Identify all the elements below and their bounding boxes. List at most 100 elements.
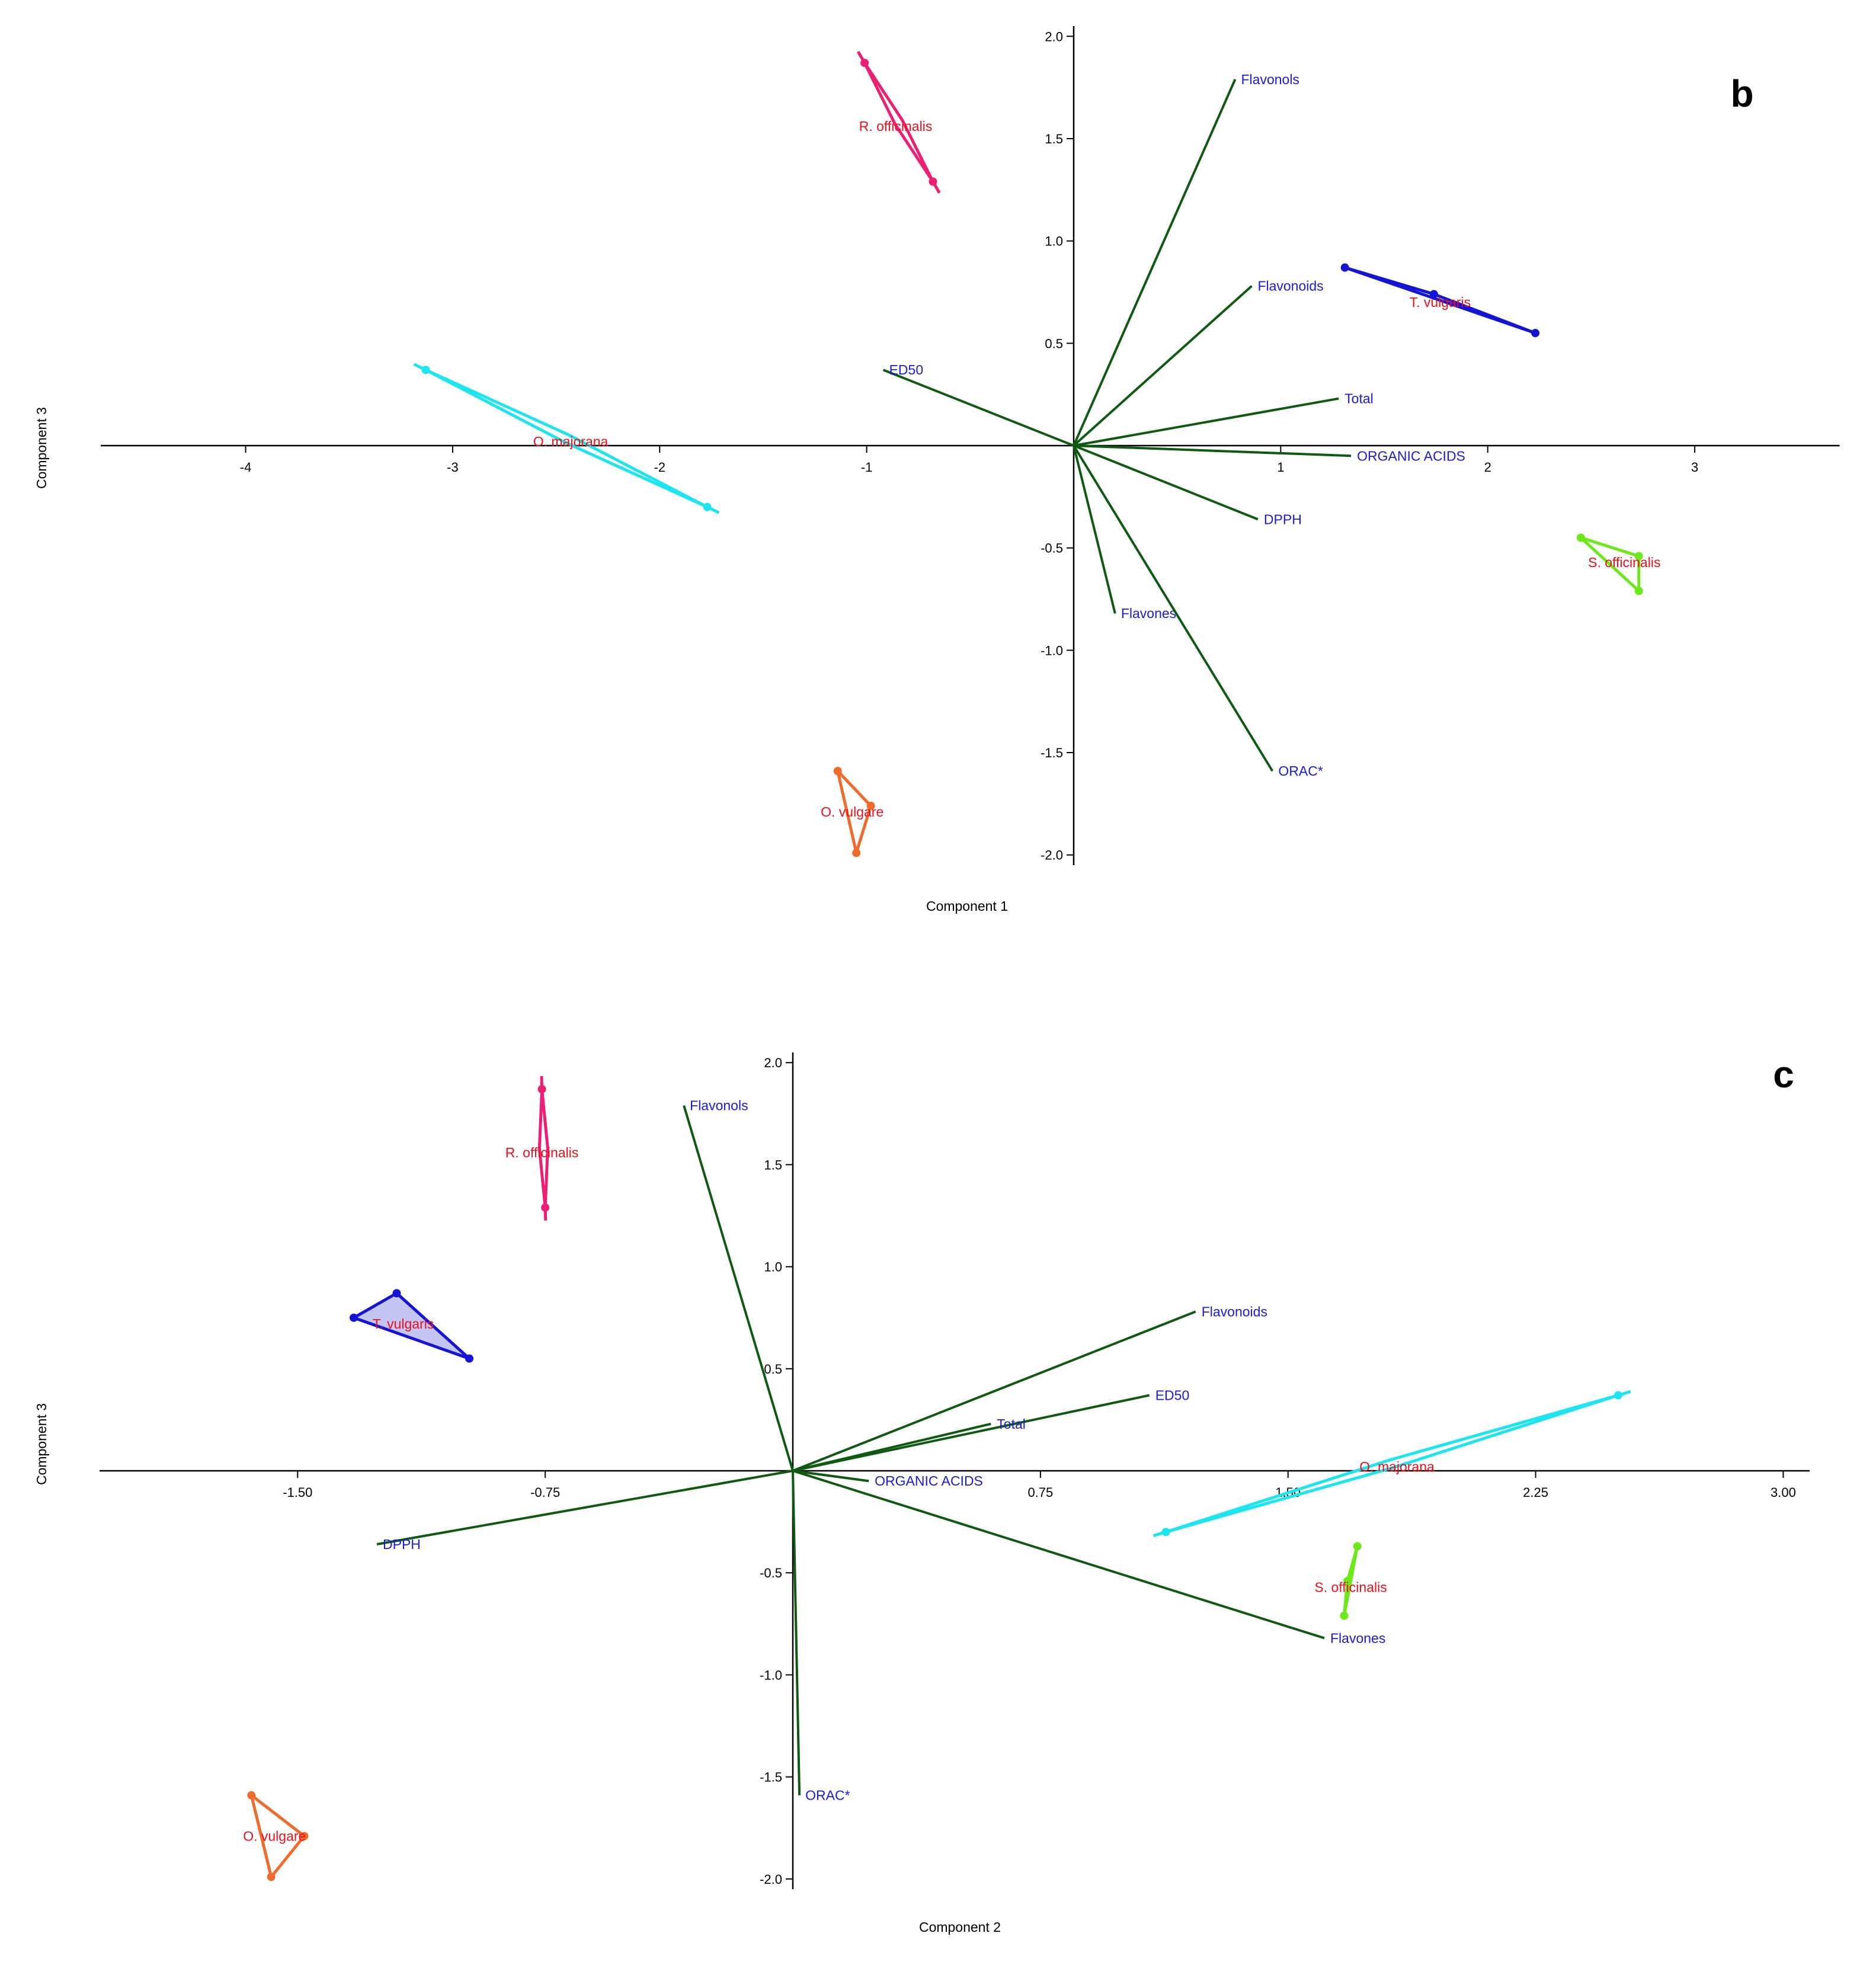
panel-b-loading-label-organic-acids: ORGANIC ACIDS bbox=[1357, 448, 1465, 463]
panel-c-x-tick-label-2: 0.75 bbox=[1027, 1485, 1053, 1500]
panel-c-sample-point-s-officinalis-2 bbox=[1340, 1611, 1349, 1620]
panel-b-loading-label-flavonols: Flavonols bbox=[1241, 72, 1299, 87]
panel-c-loading-vector-ed50 bbox=[792, 1394, 1150, 1472]
panel-b-x-tick-label-3: -1 bbox=[861, 460, 873, 475]
panel-c-sample-label-o-vulgare: O. vulgare bbox=[243, 1828, 306, 1844]
panel-b-sample-point-o-vulgare-0 bbox=[833, 767, 842, 776]
panel-b-loading-label-flavones: Flavones bbox=[1121, 606, 1176, 621]
panel-b-biplot: b Component 1 Component 3 -4 -3 -2 -1 1 2 3 2.0… bbox=[34, 26, 1840, 914]
panel-b-y-tick-label-4: -0.5 bbox=[1041, 541, 1063, 556]
panel-b-loading-vector-flavones bbox=[1073, 445, 1116, 614]
panel-b-y-tick-label-2: 1.0 bbox=[1045, 234, 1063, 249]
panel-b-sample-point-r-officinalis-0 bbox=[860, 59, 869, 68]
panel-c-sample-point-r-officinalis-1 bbox=[541, 1203, 550, 1212]
panel-c-sample-point-t-vulgaris-0 bbox=[350, 1313, 358, 1322]
panel-b-sample-label-o-vulgare: O. vulgare bbox=[821, 804, 883, 820]
panel-b-sample-point-o-vulgare-2 bbox=[866, 801, 875, 810]
panel-c-y-tick-label-2: 1.0 bbox=[764, 1260, 782, 1275]
panel-b-x-tick-label-1: -3 bbox=[447, 460, 459, 475]
panel-b-x-tick-label-4: 1 bbox=[1277, 460, 1284, 475]
panel-c-sample-hull-o-vulgare bbox=[249, 1794, 306, 1878]
panel-c-sample-point-o-vulgare-1 bbox=[267, 1873, 276, 1881]
panel-c-x-tick-label-1: -0.75 bbox=[530, 1485, 560, 1500]
panel-c-loading-vector-dpph bbox=[376, 1470, 793, 1545]
panel-b-sample-hull-o-vulgare bbox=[836, 769, 873, 855]
panel-b-sample-label-r-officinalis: R. officinalis bbox=[859, 119, 933, 134]
panel-c-loading-vector-flavonols bbox=[683, 1105, 794, 1471]
panel-c-sample-hull-o-majorana bbox=[1153, 1390, 1631, 1538]
panel-b-sample-hull-s-officinalis bbox=[1579, 536, 1641, 593]
panel-c-loading-vector-orac bbox=[792, 1470, 801, 1796]
panel-b-loading-label-ed50: ED50 bbox=[889, 362, 924, 377]
panel-b-y-tick-label-0: 2.0 bbox=[1045, 29, 1063, 44]
panel-b-y-tick-label-3: 0.5 bbox=[1045, 336, 1063, 351]
panel-c-sample-point-s-officinalis-1 bbox=[1343, 1576, 1352, 1585]
panel-c-sample-point-t-vulgaris-1 bbox=[392, 1289, 401, 1298]
panel-b-sample-hull-t-vulgaris bbox=[1343, 266, 1537, 335]
panel-c-loading-vector-total bbox=[792, 1422, 991, 1472]
panel-c-y-axis-label: Component 3 bbox=[34, 1403, 49, 1485]
panel-b-loading-vector-orac bbox=[1073, 444, 1274, 772]
panel-b-x-tick-label-0: -4 bbox=[240, 460, 252, 475]
panel-c-y-tick-label-1: 1.5 bbox=[764, 1157, 782, 1172]
panel-b-loading-label-total: Total bbox=[1344, 391, 1374, 407]
panel-c-sample-label-r-officinalis: R. officinalis bbox=[505, 1145, 579, 1160]
panel-c-sample-hull-t-vulgaris bbox=[352, 1291, 471, 1361]
panel-b-sample-label-s-officinalis: S. officinalis bbox=[1588, 555, 1660, 570]
panel-c-loading-vector-organic-acids bbox=[792, 1470, 869, 1483]
panel-b-y-tick-label-7: -2.0 bbox=[1041, 848, 1063, 863]
panel-b-x-tick-label-6: 3 bbox=[1691, 460, 1698, 475]
panel-c-label: c bbox=[1773, 1053, 1794, 1096]
panel-c-sample-label-o-majorana: O. majorana bbox=[1359, 1459, 1435, 1474]
panel-c-loading-label-total: Total bbox=[997, 1416, 1026, 1432]
panel-b-y-axis-label: Component 3 bbox=[34, 407, 49, 489]
panel-b-loading-vector-dpph bbox=[1073, 444, 1259, 521]
panel-c-sample-label-s-officinalis: S. officinalis bbox=[1314, 1579, 1387, 1595]
panel-c-y-tick-label-5: -1.0 bbox=[760, 1668, 782, 1682]
panel-c-biplot: c Component 2 Component 3 -1.50 -0.75 0.75… bbox=[34, 1052, 1810, 1935]
panel-b-sample-hull-r-officinalis bbox=[857, 50, 941, 194]
panel-c-loading-vector-flavones bbox=[792, 1470, 1325, 1640]
panel-b-loading-vector-organic-acids bbox=[1073, 444, 1352, 457]
panel-c-loading-label-organic-acids: ORGANIC ACIDS bbox=[875, 1473, 983, 1489]
panel-c-loading-vector-flavonoids bbox=[792, 1310, 1196, 1472]
panel-b-sample-point-s-officinalis-0 bbox=[1576, 533, 1585, 542]
panel-b-x-tick-label-2: -2 bbox=[654, 460, 665, 475]
panel-b-sample-label-o-majorana: O. majorana bbox=[533, 434, 609, 449]
panel-b-sample-point-t-vulgaris-1 bbox=[1429, 290, 1438, 299]
panel-b-y-tick-label-5: -1.0 bbox=[1041, 643, 1063, 658]
panel-b-loading-label-orac: ORAC* bbox=[1278, 763, 1323, 779]
panel-b-sample-point-t-vulgaris-2 bbox=[1531, 329, 1540, 338]
panel-b-label: b bbox=[1730, 72, 1753, 115]
panel-b-loading-vector-ed50 bbox=[882, 369, 1074, 447]
panel-b-sample-point-o-vulgare-1 bbox=[852, 849, 861, 857]
panel-c-y-tick-label-3: 0.5 bbox=[764, 1362, 782, 1377]
panel-c-loading-label-flavonols: Flavonols bbox=[690, 1098, 748, 1113]
panel-c-y-tick-label-4: -0.5 bbox=[760, 1566, 782, 1580]
panel-b-sample-point-o-majorana-1 bbox=[703, 503, 712, 511]
panel-b-loading-vector-flavonoids bbox=[1073, 285, 1253, 447]
panel-b-x-tick-label-5: 2 bbox=[1484, 460, 1491, 475]
panel-c-x-tick-label-4: 2.25 bbox=[1523, 1485, 1548, 1500]
panel-b-loading-vector-total bbox=[1073, 397, 1339, 447]
panel-b-x-axis-label: Component 1 bbox=[926, 898, 1008, 914]
panel-b-y-tick-label-6: -1.5 bbox=[1041, 745, 1063, 760]
panel-c-sample-point-o-vulgare-2 bbox=[300, 1832, 309, 1841]
panel-c-x-tick-label-5: 3.00 bbox=[1771, 1485, 1796, 1500]
panel-c-sample-label-t-vulgaris: T. vulgaris bbox=[373, 1316, 434, 1332]
panel-b-y-tick-label-1: 1.5 bbox=[1045, 132, 1063, 146]
panel-c-x-axis-label: Component 2 bbox=[919, 1919, 1001, 1935]
panel-c-sample-point-o-majorana-1 bbox=[1161, 1528, 1170, 1537]
panel-b-sample-point-t-vulgaris-0 bbox=[1340, 263, 1349, 272]
panel-c-y-tick-label-0: 2.0 bbox=[764, 1055, 782, 1070]
panel-b-sample-point-o-majorana-0 bbox=[421, 366, 430, 375]
panel-c-loading-label-orac: ORAC* bbox=[805, 1788, 850, 1803]
panel-c-y-tick-label-7: -2.0 bbox=[760, 1872, 782, 1887]
panel-c-x-tick-label-0: -1.50 bbox=[283, 1485, 312, 1500]
panel-c-sample-point-s-officinalis-0 bbox=[1353, 1542, 1362, 1551]
panel-b-sample-point-r-officinalis-1 bbox=[929, 177, 937, 186]
panel-c-sample-point-o-vulgare-0 bbox=[247, 1791, 256, 1800]
panel-b-sample-hull-o-majorana bbox=[413, 363, 720, 514]
panel-b-sample-point-s-officinalis-1 bbox=[1634, 552, 1643, 561]
